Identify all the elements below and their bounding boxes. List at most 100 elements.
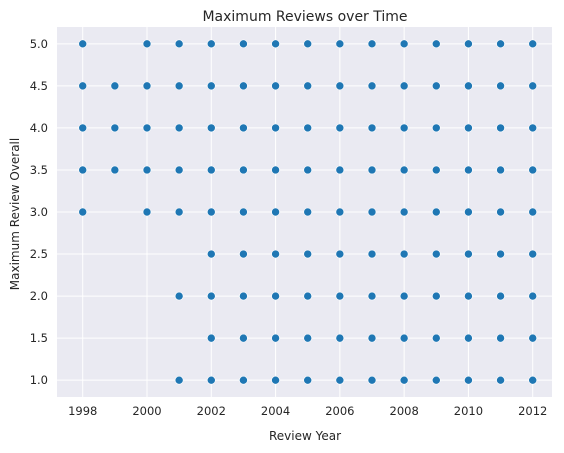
data-point bbox=[271, 165, 280, 175]
data-point bbox=[496, 333, 505, 343]
data-point bbox=[239, 375, 248, 385]
data-point bbox=[174, 165, 184, 175]
x-tick-labels: 1998 2000 2002 2004 2006 2008 2010 2012 bbox=[68, 404, 547, 418]
chart-title: Maximum Reviews over Time bbox=[202, 9, 407, 25]
data-point bbox=[206, 39, 216, 49]
data-point bbox=[464, 39, 473, 49]
data-point bbox=[528, 291, 538, 301]
data-point bbox=[431, 291, 441, 301]
data-point bbox=[496, 291, 505, 301]
data-point bbox=[142, 165, 152, 175]
x-tick-label: 1998 bbox=[68, 404, 97, 418]
x-tick-label: 2006 bbox=[325, 404, 354, 418]
data-point bbox=[528, 375, 538, 385]
data-point bbox=[78, 165, 88, 175]
data-point bbox=[303, 81, 313, 91]
x-tick-label: 2010 bbox=[454, 404, 483, 418]
data-point bbox=[367, 165, 377, 175]
data-point bbox=[399, 165, 409, 175]
data-point bbox=[399, 207, 409, 217]
data-point bbox=[303, 207, 313, 217]
data-point bbox=[303, 375, 313, 385]
x-axis-label: Review Year bbox=[269, 429, 341, 443]
x-tick-label: 2004 bbox=[261, 404, 290, 418]
data-point bbox=[110, 81, 120, 91]
data-point bbox=[335, 81, 345, 91]
data-point bbox=[399, 123, 409, 133]
data-point bbox=[464, 333, 473, 343]
data-point bbox=[206, 81, 216, 91]
data-point bbox=[464, 81, 473, 91]
data-point bbox=[496, 39, 505, 49]
data-point bbox=[303, 249, 313, 259]
data-point bbox=[271, 207, 280, 217]
data-point bbox=[496, 123, 505, 133]
data-point bbox=[528, 207, 538, 217]
data-point bbox=[464, 123, 473, 133]
data-point bbox=[206, 375, 216, 385]
data-point bbox=[206, 165, 216, 175]
data-point bbox=[496, 207, 505, 217]
data-point bbox=[239, 291, 248, 301]
y-tick-label: 1.0 bbox=[30, 373, 48, 387]
data-point bbox=[271, 123, 280, 133]
data-point bbox=[431, 39, 441, 49]
data-point bbox=[431, 207, 441, 217]
data-point bbox=[399, 81, 409, 91]
data-point bbox=[335, 333, 345, 343]
data-point bbox=[239, 81, 248, 91]
data-point bbox=[78, 123, 88, 133]
data-point bbox=[399, 249, 409, 259]
data-point bbox=[78, 207, 88, 217]
y-tick-label: 3.0 bbox=[30, 205, 48, 219]
data-point bbox=[271, 249, 280, 259]
data-point bbox=[206, 291, 216, 301]
data-point bbox=[431, 375, 441, 385]
data-point bbox=[399, 333, 409, 343]
data-points bbox=[78, 39, 538, 385]
data-point bbox=[464, 249, 473, 259]
data-point bbox=[174, 291, 184, 301]
y-tick-label: 2.0 bbox=[30, 289, 48, 303]
data-point bbox=[206, 207, 216, 217]
data-point bbox=[335, 165, 345, 175]
data-point bbox=[335, 375, 345, 385]
data-point bbox=[335, 39, 345, 49]
data-point bbox=[528, 165, 538, 175]
data-point bbox=[528, 81, 538, 91]
data-point bbox=[431, 249, 441, 259]
data-point bbox=[78, 39, 88, 49]
data-point bbox=[367, 39, 377, 49]
data-point bbox=[239, 39, 248, 49]
data-point bbox=[303, 39, 313, 49]
data-point bbox=[367, 123, 377, 133]
y-tick-label: 4.5 bbox=[30, 79, 48, 93]
data-point bbox=[335, 291, 345, 301]
data-point bbox=[78, 81, 88, 91]
x-tick-label: 2012 bbox=[518, 404, 547, 418]
data-point bbox=[271, 39, 280, 49]
data-point bbox=[335, 207, 345, 217]
data-point bbox=[110, 165, 120, 175]
data-point bbox=[174, 375, 184, 385]
data-point bbox=[431, 165, 441, 175]
data-point bbox=[174, 39, 184, 49]
y-tick-label: 1.5 bbox=[30, 331, 48, 345]
data-point bbox=[464, 207, 473, 217]
data-point bbox=[367, 207, 377, 217]
x-tick-label: 2000 bbox=[132, 404, 161, 418]
y-tick-label: 2.5 bbox=[30, 247, 48, 261]
data-point bbox=[367, 291, 377, 301]
y-tick-label: 5.0 bbox=[30, 37, 48, 51]
data-point bbox=[335, 123, 345, 133]
data-point bbox=[303, 291, 313, 301]
data-point bbox=[239, 123, 248, 133]
data-point bbox=[464, 165, 473, 175]
data-point bbox=[142, 123, 152, 133]
data-point bbox=[367, 375, 377, 385]
data-point bbox=[239, 249, 248, 259]
data-point bbox=[303, 333, 313, 343]
y-tick-label: 3.5 bbox=[30, 163, 48, 177]
data-point bbox=[206, 333, 216, 343]
data-point bbox=[464, 291, 473, 301]
